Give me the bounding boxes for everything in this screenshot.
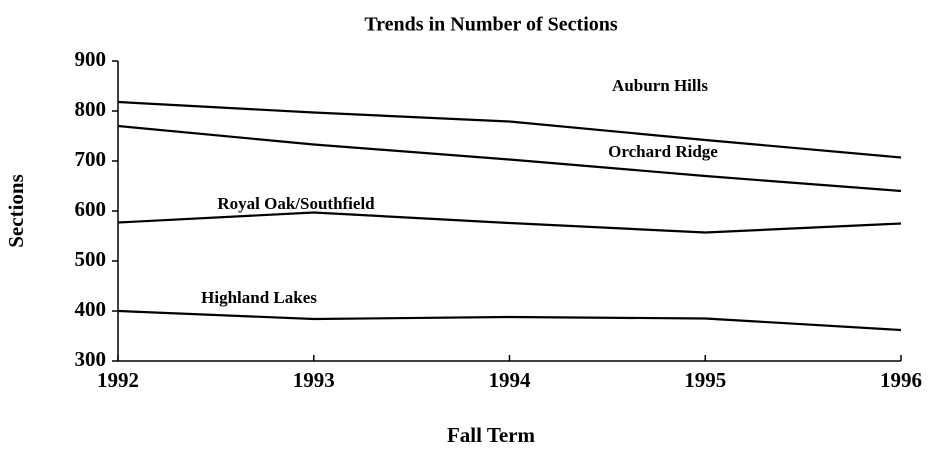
x-tick-label: 1993: [293, 368, 335, 392]
y-tick-label: 600: [75, 197, 107, 221]
x-tick-label: 1994: [489, 368, 532, 392]
series-label: Orchard Ridge: [608, 142, 718, 161]
series-line: [117, 100, 902, 159]
series-label: Auburn Hills: [612, 76, 708, 95]
chart-title: Trends in Number of Sections: [364, 14, 618, 36]
series-label: Royal Oak/Southfield: [217, 194, 375, 213]
x-tick-label: 1995: [684, 368, 726, 392]
series-line: [117, 124, 902, 193]
x-axis-title: Fall Term: [447, 423, 536, 447]
x-tick-label: 1992: [97, 368, 139, 392]
series-line: [117, 309, 902, 332]
y-tick-label: 300: [75, 347, 107, 371]
y-tick-label: 800: [75, 97, 107, 121]
y-axis-title: Sections: [4, 174, 28, 248]
y-tick-label: 900: [75, 47, 107, 71]
y-tick-label: 400: [75, 297, 107, 321]
series-label: Highland Lakes: [201, 288, 317, 307]
series-line: [117, 211, 902, 234]
y-tick-label: 500: [75, 247, 107, 271]
y-tick-label: 700: [75, 147, 107, 171]
x-tick-label: 1996: [880, 368, 922, 392]
